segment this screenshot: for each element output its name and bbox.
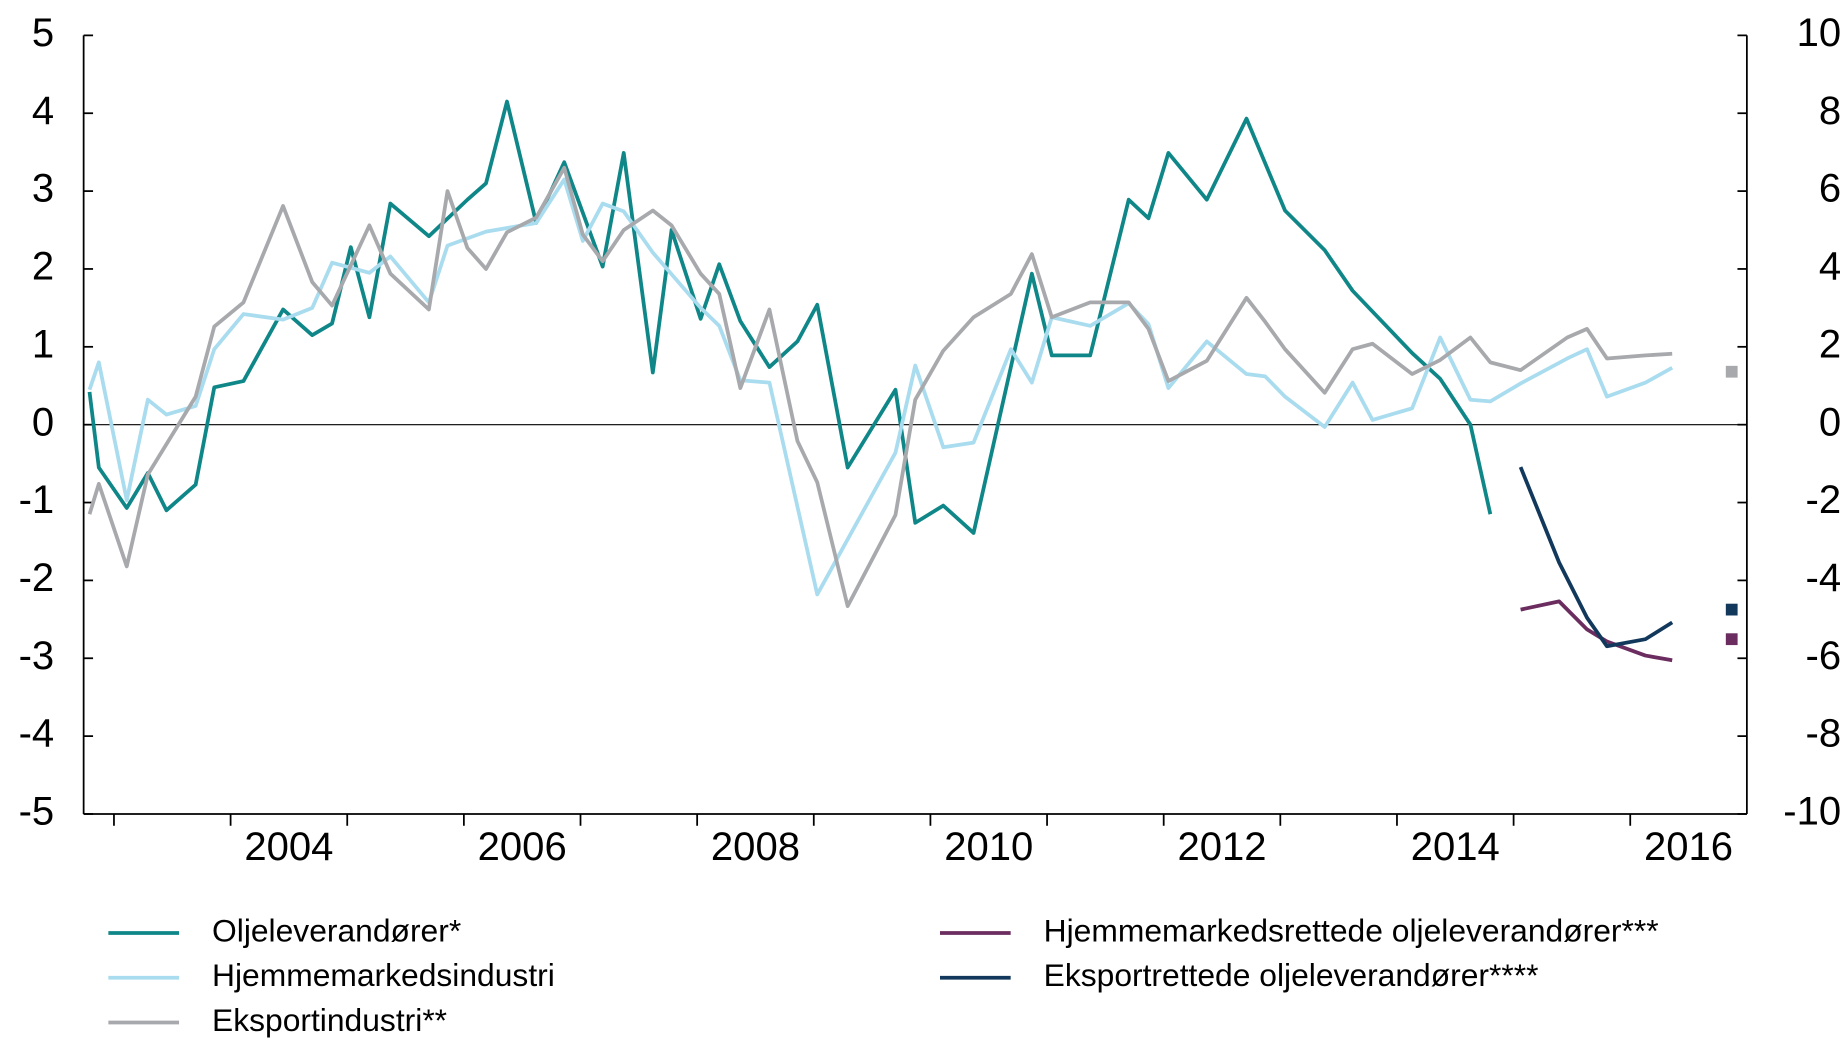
series-marker [1725, 633, 1738, 646]
series-marker [1725, 603, 1738, 616]
x-tick-label: 2014 [1411, 825, 1500, 869]
series-line [87, 165, 1673, 608]
y-tick-label: 1 [32, 322, 54, 366]
y-tick-label: -3 [19, 634, 55, 678]
series-line [87, 99, 1493, 535]
x-tick-label: 2008 [711, 825, 800, 869]
y2-tick-label: -2 [1806, 478, 1842, 522]
y-tick-label: 4 [32, 89, 54, 133]
y-tick-label: -1 [19, 478, 55, 522]
y2-tick-label: 2 [1819, 322, 1841, 366]
legend-label: Eksportrettede oljeleverandører**** [1044, 957, 1539, 993]
legend-label: Hjemmemarkedsrettede oljeleverandører*** [1044, 912, 1659, 948]
legend-label: Oljeleverandører* [212, 912, 461, 948]
y2-tick-label: 6 [1819, 167, 1841, 211]
legend-label: Eksportindustri** [212, 1002, 447, 1038]
x-tick-label: 2006 [478, 825, 567, 869]
x-tick-label: 2010 [944, 825, 1033, 869]
y-tick-label: -5 [19, 790, 55, 834]
y2-tick-label: -8 [1806, 712, 1842, 756]
y-tick-label: 3 [32, 167, 54, 211]
series-line [1518, 466, 1674, 649]
y2-tick-label: -10 [1783, 790, 1841, 834]
series-marker [1725, 365, 1738, 378]
x-tick-label: 2004 [244, 825, 333, 869]
y2-tick-label: 4 [1819, 245, 1841, 289]
y-tick-label: -4 [19, 712, 55, 756]
series-line [87, 177, 1674, 597]
y-tick-label: -2 [19, 556, 55, 600]
y-tick-label: 2 [32, 245, 54, 289]
y2-tick-label: -6 [1806, 634, 1842, 678]
y2-tick-label: -4 [1806, 556, 1842, 600]
y2-tick-label: 0 [1819, 400, 1841, 444]
y-tick-label: 5 [32, 11, 54, 55]
legend-label: Hjemmemarkedsindustri [212, 957, 555, 993]
y2-tick-label: 10 [1797, 11, 1842, 55]
series-line [1520, 599, 1673, 663]
y-tick-label: 0 [32, 400, 54, 444]
y2-tick-label: 8 [1819, 89, 1841, 133]
x-tick-label: 2012 [1177, 825, 1266, 869]
x-tick-label: 2016 [1644, 825, 1733, 869]
